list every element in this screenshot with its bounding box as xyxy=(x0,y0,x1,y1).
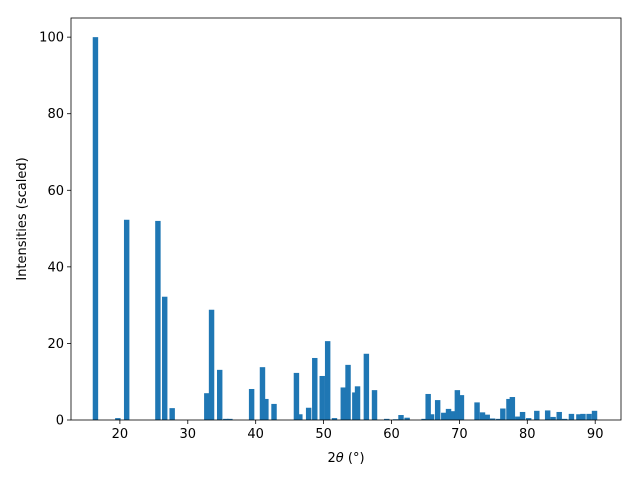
bar xyxy=(550,416,556,420)
x-tick-label: 90 xyxy=(587,427,604,442)
x-tick-label: 50 xyxy=(315,427,332,442)
bar xyxy=(500,408,506,420)
bar xyxy=(371,390,378,420)
bar xyxy=(398,415,404,420)
bar xyxy=(305,407,312,420)
bar xyxy=(454,390,461,420)
x-tick-label: 80 xyxy=(519,427,536,442)
bar xyxy=(123,219,130,420)
bar xyxy=(297,414,303,420)
y-axis-ticks: 0 20 40 60 80 100 xyxy=(39,31,71,429)
bar xyxy=(544,410,551,420)
bar xyxy=(591,410,598,420)
bar xyxy=(515,416,521,420)
bar xyxy=(506,398,512,420)
bar xyxy=(586,413,592,420)
x-tick-label: 60 xyxy=(383,427,400,442)
x-tick-label: 70 xyxy=(451,427,468,442)
bar xyxy=(169,408,175,420)
bar xyxy=(519,411,526,420)
bar xyxy=(324,341,331,420)
bar xyxy=(155,220,161,420)
bar xyxy=(428,414,435,420)
bar xyxy=(345,364,351,420)
bar xyxy=(312,357,318,420)
bar xyxy=(556,411,562,420)
bar xyxy=(525,418,532,420)
bar xyxy=(161,296,168,420)
y-tick-label: 0 xyxy=(56,414,64,429)
bar xyxy=(204,393,210,420)
x-axis-label-prefix: 2 xyxy=(327,451,335,466)
x-tick-label: 20 xyxy=(112,427,129,442)
bar xyxy=(450,411,456,420)
bar xyxy=(441,412,447,420)
bar xyxy=(208,309,215,420)
bar xyxy=(534,410,540,420)
bar xyxy=(363,353,370,420)
bar xyxy=(340,387,346,420)
bar xyxy=(293,372,300,420)
bar xyxy=(568,413,575,420)
bar xyxy=(271,403,277,420)
bar xyxy=(445,408,452,420)
bar xyxy=(561,418,568,420)
bar xyxy=(474,402,480,420)
bar xyxy=(404,417,410,420)
bar xyxy=(479,412,486,420)
x-axis-label: 2θ (°) xyxy=(327,451,364,466)
bar xyxy=(354,386,361,420)
x-tick-label: 30 xyxy=(180,427,197,442)
bar xyxy=(580,413,586,420)
bar xyxy=(421,418,427,420)
bar xyxy=(115,418,121,420)
bar xyxy=(92,37,99,421)
bar xyxy=(263,398,269,420)
y-tick-label: 100 xyxy=(39,31,64,46)
bar xyxy=(223,418,229,420)
plot-frame xyxy=(70,17,622,421)
bar xyxy=(331,418,338,420)
bar xyxy=(259,367,266,420)
x-tick-label: 40 xyxy=(247,427,264,442)
bar xyxy=(216,369,223,420)
bar xyxy=(434,400,441,420)
x-axis-label-theta: θ xyxy=(336,451,344,466)
bar xyxy=(458,395,465,420)
bar xyxy=(489,418,496,420)
bar xyxy=(484,414,490,420)
x-axis-ticks: 20 30 40 50 60 70 80 90 xyxy=(112,420,604,442)
bar xyxy=(496,418,502,420)
y-tick-label: 60 xyxy=(47,184,64,199)
y-axis-label: Intensities (scaled) xyxy=(15,157,30,280)
bar xyxy=(227,418,233,420)
bar xyxy=(509,397,516,420)
bar xyxy=(384,418,390,420)
bar xyxy=(576,414,582,420)
y-tick-label: 40 xyxy=(47,260,64,275)
x-axis-label-unit: (°) xyxy=(344,451,365,466)
bar xyxy=(425,393,431,420)
y-tick-label: 20 xyxy=(47,337,64,352)
bars-group xyxy=(92,37,598,421)
bar xyxy=(319,375,325,420)
bar xyxy=(248,388,255,420)
y-tick-label: 80 xyxy=(47,107,64,122)
